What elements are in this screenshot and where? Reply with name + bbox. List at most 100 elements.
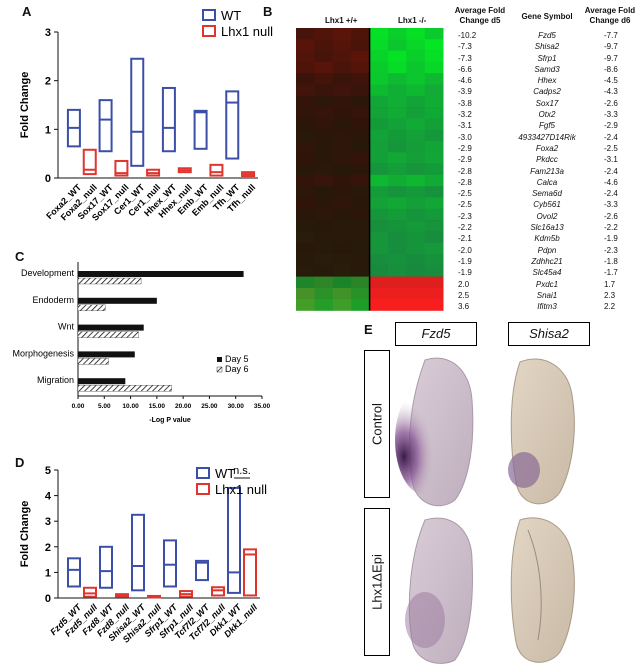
fold-change-d5: -2.8 (458, 166, 472, 176)
heatmap-cell (424, 61, 444, 74)
heatmap-cell (351, 287, 370, 300)
heatmap-cell (424, 265, 444, 277)
panel-d-box (163, 539, 177, 588)
heatmap-cell (424, 50, 444, 63)
heatmap-cell (332, 265, 352, 277)
fold-change-d5: -6.6 (458, 64, 472, 74)
fold-change-d6: -2.5 (604, 143, 618, 153)
heatmap-cell (314, 95, 334, 108)
column-header-fzd5: Fzd5 (395, 322, 477, 346)
heatmap-cell (296, 163, 315, 176)
panel-label-a: A (22, 4, 32, 19)
heatmap-cell (351, 208, 370, 221)
gene-table-row: -2.8 Calca -4.6 (450, 177, 641, 188)
panel-a-box (130, 57, 145, 167)
panel-c-category-label: Migration (37, 375, 74, 385)
gene-symbol: Ovol2 (536, 211, 558, 221)
heatmap-cell (388, 84, 407, 97)
heatmap-cell (314, 265, 334, 277)
heatmap-cell (388, 197, 407, 210)
heatmap-cell (424, 73, 444, 85)
gene-table-row: -2.9 Pkdcc -3.1 (450, 154, 641, 165)
heatmap-cell (424, 242, 444, 255)
heatmap-cell (406, 50, 426, 63)
heatmap-cell (332, 242, 352, 255)
panel-d-y-tick-label: 3 (45, 516, 51, 528)
heatmap-cell (314, 28, 334, 40)
heatmap-cell (351, 84, 370, 97)
heatmap-cell (424, 197, 444, 210)
heatmap-cell (351, 174, 370, 187)
heatmap-cell (351, 220, 370, 232)
gene-table-row: 2.5 Snai1 2.3 (450, 290, 641, 301)
fold-change-d6: 2.2 (604, 302, 616, 312)
fold-change-d6: -2.6 (604, 211, 618, 221)
panel-c-category-label: Development (21, 268, 75, 278)
fold-change-d6: -9.7 (604, 42, 618, 52)
gene-symbol: Pkdcc (536, 155, 558, 165)
fold-change-d5: -3.1 (458, 121, 472, 131)
panel-c-x-tick-label: 10.00 (122, 403, 139, 410)
heatmap-cell (369, 231, 389, 243)
gene-symbol: Ifitm3 (537, 302, 557, 312)
row-label-control: Control (364, 350, 390, 498)
heatmap-cell (332, 28, 352, 40)
heatmap-cell (314, 141, 334, 153)
panel-label-c: C (15, 249, 25, 264)
heatmap-cell (369, 28, 389, 40)
panel-d-box (243, 548, 257, 597)
panel-a-y-axis-title: Fold Change (19, 72, 31, 139)
panel-c-chart: 0.00 5.00 10.00 15.00 20.00 25.00 30.00 35.00 -L… (12, 262, 271, 424)
heatmap-cell (369, 197, 389, 210)
heatmap-cell (351, 197, 370, 210)
panel-c-bar-day5 (78, 324, 144, 331)
gene-table-row: -4.6 Hhex -4.5 (450, 75, 641, 86)
panel-d-y-tick-label: 4 (45, 491, 52, 503)
heatmap-cell (314, 197, 334, 210)
gene-table-row: -1.9 Slc45a4 -1.7 (450, 267, 641, 278)
panel-c-bar-day5 (78, 378, 126, 385)
embryo-control-shisa2 (508, 358, 575, 505)
heatmap-cell (388, 287, 407, 300)
panel-a-box (193, 109, 208, 150)
heatmap-cell (314, 152, 334, 164)
heatmap-cell (296, 50, 315, 63)
fold-change-d6: -2.9 (604, 121, 618, 131)
heatmap-cell (296, 299, 315, 311)
panel-c-x-tick-label: 35.00 (254, 403, 271, 410)
fold-change-d6: -4.6 (604, 177, 618, 187)
heatmap-cell (369, 299, 389, 311)
heatmap-cell (351, 61, 370, 74)
heatmap-cell (369, 208, 389, 221)
heatmap-cell (296, 254, 315, 266)
fold-change-d6: -2.6 (604, 98, 618, 108)
panel-d-significance-label: n.s. (233, 465, 251, 477)
panel-d-box (195, 559, 209, 582)
fold-change-d6: -2.2 (604, 223, 618, 233)
panel-d-box (227, 486, 241, 594)
gene-table-row: -2.9 Foxa2 -2.5 (450, 143, 641, 154)
heatmap-cell (406, 265, 426, 277)
heatmap-cell (351, 39, 370, 51)
heatmap-cell (314, 276, 334, 289)
panel-c-legend-day5-label: Day 5 (225, 354, 249, 364)
fold-change-d5: -2.0 (458, 245, 472, 255)
heatmap-cell (369, 265, 389, 277)
fold-change-d5: -3.2 (458, 110, 472, 120)
gene-table-row: 3.6 Ifitm3 2.2 (450, 301, 641, 312)
heatmap-cell (296, 287, 315, 300)
heatmap-cell (388, 129, 407, 142)
gene-symbol: Samd3 (534, 64, 560, 74)
heatmap-cell (351, 129, 370, 142)
gene-symbol: Fzd5 (538, 31, 556, 40)
heatmap-cell (332, 73, 352, 85)
heatmap-cell (369, 118, 389, 130)
fold-change-d5: -2.9 (458, 143, 472, 153)
heatmap-cell (296, 73, 315, 85)
heatmap-cell (388, 276, 407, 289)
panel-a-y-tick-label: 1 (45, 124, 51, 136)
heatmap-cell (369, 61, 389, 74)
heatmap-cell (406, 118, 426, 130)
heatmap-cell (296, 276, 315, 289)
